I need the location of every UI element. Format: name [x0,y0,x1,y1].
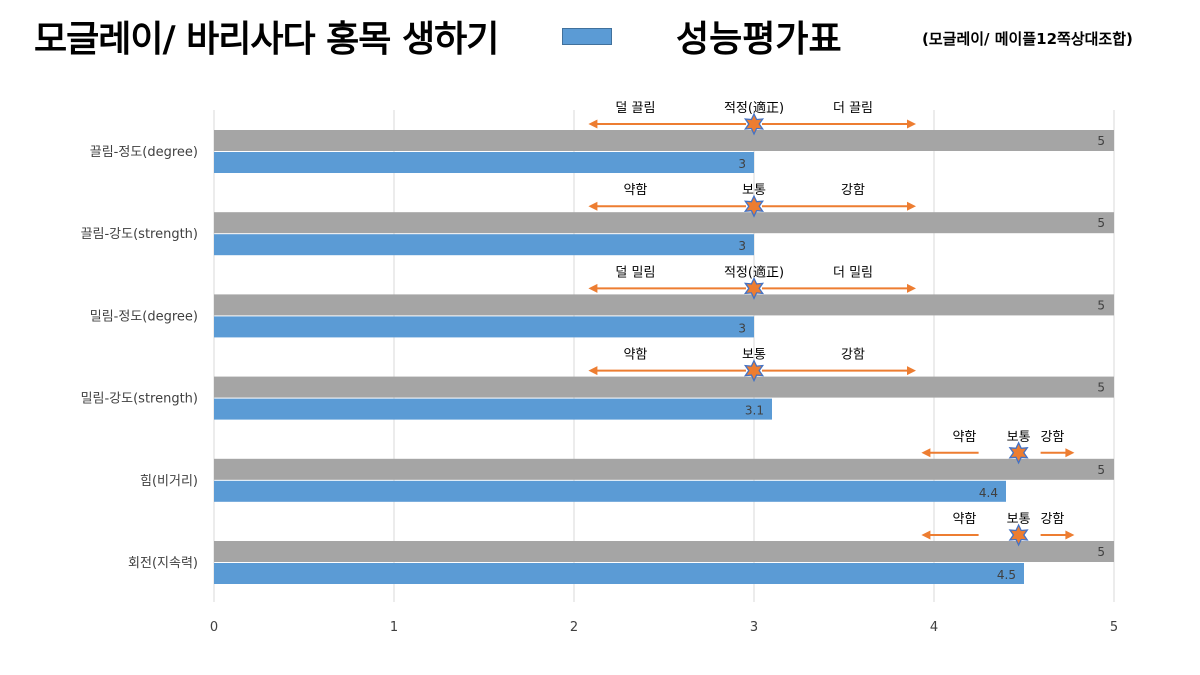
value-bar [214,316,754,338]
category-label: 밀림-정도(degree) [90,309,198,324]
star-marker [1008,523,1029,547]
reference-bar-label: 5 [1097,298,1105,312]
x-tick-label: 4 [930,620,938,635]
value-bar-label: 4.5 [997,568,1016,582]
annotation-left-label: 약함 [623,183,647,198]
value-bar-label: 3 [738,321,746,335]
value-bar-label: 4.4 [979,486,998,500]
annotation-right-label: 강함 [1040,512,1064,527]
reference-bar-label: 5 [1097,463,1105,477]
legend-label: 성능평가표 [676,19,842,60]
x-tick-label: 2 [570,620,578,635]
value-bar [214,152,754,173]
category-label: 회전(지속력) [128,556,198,571]
chart-title: 모글레이/ 바리사다 홍목 생하기 [34,19,499,60]
arrow-head [907,119,916,129]
annotation-right-label: 강함 [841,183,865,198]
arrow-head [907,366,916,376]
reference-bar [214,541,1114,562]
reference-bar [214,130,1114,151]
value-bar-label: 3 [738,239,746,253]
value-bar [214,398,772,420]
annotation-center-label: 보통 [742,348,766,363]
annotation-right-label: 더 밀림 [833,265,873,280]
category-label: 밀림-강도(strength) [81,392,198,407]
annotation-right-label: 더 끌림 [833,101,873,116]
star-marker [743,359,765,383]
chart-subtitle: (모글레이/ 메이플12쪽상대조합) [922,30,1133,48]
value-bar-label: 3.1 [745,404,764,418]
reference-bar-label: 5 [1097,381,1105,395]
arrow-head [588,283,598,293]
annotation-center-label: 적정(適正) [724,100,784,116]
arrow-head [588,119,598,129]
x-tick-label: 3 [750,620,758,635]
x-tick-label: 5 [1110,620,1118,635]
reference-bar-label: 5 [1097,545,1105,559]
x-tick-label: 1 [390,620,398,635]
annotation-center-label: 보통 [1007,430,1031,445]
category-label: 끌림-정도(degree) [90,145,198,160]
arrow-head [588,366,598,376]
value-bar [214,480,1006,502]
legend-swatch [562,28,612,45]
arrow-head [1065,448,1075,458]
reference-bar-label: 5 [1097,134,1105,148]
reference-bar [214,376,1114,398]
annotation-left-label: 덜 끌림 [615,101,655,116]
arrow-head [921,530,931,540]
value-bar-label: 3 [738,157,746,171]
reference-bar-label: 5 [1097,216,1105,230]
annotation-center-label: 보통 [742,183,766,198]
annotation-right-label: 강함 [841,348,865,363]
annotation-left-label: 약함 [952,512,976,527]
x-tick-label: 0 [210,620,218,635]
value-bar [214,234,754,256]
arrow-head [921,448,931,458]
arrow-head [907,201,916,211]
arrow-head [1065,530,1075,540]
star-marker [743,112,765,136]
reference-bar [214,294,1114,316]
value-bar [214,563,1024,584]
reference-bar [214,458,1114,480]
annotation-center-label: 적정(適正) [724,264,784,280]
star-marker [1008,441,1029,465]
reference-bar [214,212,1114,234]
star-marker [743,276,765,300]
annotation-left-label: 약함 [623,348,647,363]
star-marker [743,194,765,218]
annotation-left-label: 덜 밀림 [615,265,655,280]
category-label: 끌림-강도(strength) [81,227,198,242]
category-label: 힘(비거리) [140,474,198,489]
annotation-right-label: 강함 [1040,430,1064,445]
arrow-head [588,201,598,211]
annotation-center-label: 보통 [1007,512,1031,527]
arrow-head [907,283,916,293]
annotation-left-label: 약함 [952,430,976,445]
